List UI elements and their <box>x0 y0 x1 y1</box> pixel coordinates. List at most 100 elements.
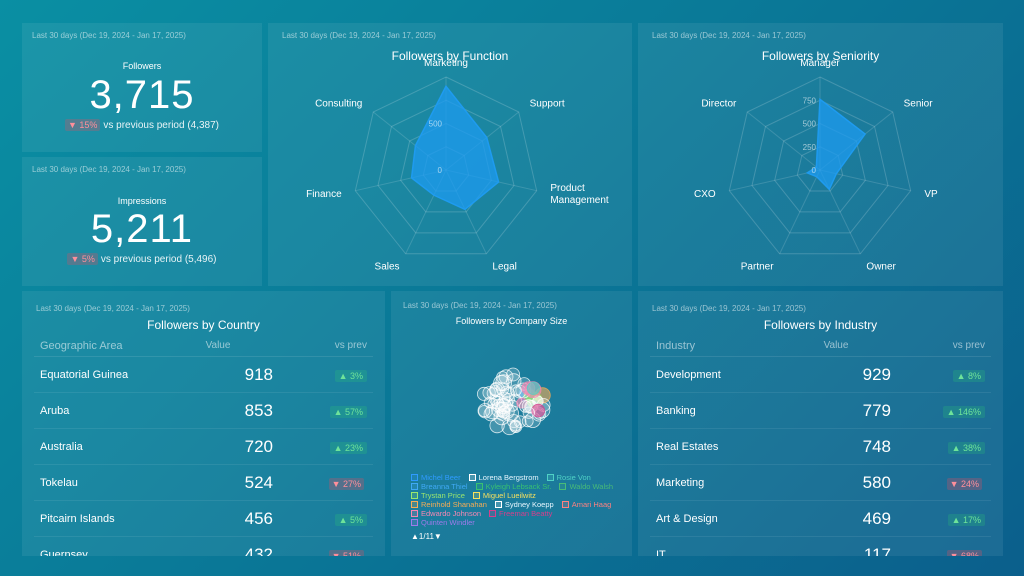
legend-item[interactable]: Freeman Beatty <box>489 509 552 518</box>
radar-category-label: Product Management <box>550 183 609 206</box>
table-row[interactable]: Guernsey 432 ▼ 51% <box>34 537 373 556</box>
legend-swatch <box>489 510 497 517</box>
legend-pager[interactable]: ▲1/11▼ <box>411 532 442 541</box>
bubble[interactable] <box>510 384 522 397</box>
table-row[interactable]: Development 929 ▲ 8% <box>650 357 991 393</box>
table-row[interactable]: Pitcairn Islands 456 ▲ 5% <box>34 501 373 537</box>
radar-grid-ring <box>751 99 889 234</box>
radar-series-area[interactable] <box>805 97 867 191</box>
legend-item[interactable]: Edwardo Johnson <box>411 509 481 518</box>
legend-item[interactable]: Amari Haag <box>561 500 611 509</box>
legend-item[interactable]: Sydney Koepp <box>494 500 554 509</box>
change-badge: ▼ 68% <box>946 549 982 556</box>
bubble[interactable] <box>477 403 493 419</box>
legend-item[interactable]: Michel Beer <box>411 473 461 482</box>
legend-swatch <box>472 492 480 499</box>
table-row[interactable]: Banking 779 ▲ 146% <box>650 393 991 429</box>
radar-series-area[interactable] <box>410 84 500 211</box>
bubble[interactable] <box>526 381 540 395</box>
industry-table: Industry Value vs prev Development 929 ▲ 8… <box>650 335 991 556</box>
bubble[interactable] <box>489 418 505 434</box>
bubble[interactable] <box>513 415 527 428</box>
radar-category-label: Sales <box>375 261 400 272</box>
table-row[interactable]: Real Estates 748 ▲ 38% <box>650 429 991 465</box>
table-row[interactable]: Art & Design 469 ▲ 17% <box>650 501 991 537</box>
legend-label: Quinten Windler <box>421 518 475 527</box>
legend-item[interactable]: Kyleigh Lebsack Sr. <box>475 482 551 491</box>
table-row[interactable]: Marketing 580 ▼ 24% <box>650 465 991 501</box>
row-name: Art & Design <box>656 512 718 525</box>
table-row[interactable]: Equatorial Guinea 918 ▲ 3% <box>34 357 373 393</box>
bubble[interactable] <box>489 394 501 406</box>
change-badge: ▼ 5% <box>67 253 98 265</box>
col-header-value[interactable]: Value <box>205 340 231 351</box>
table-header: Industry Value vs prev <box>650 335 991 357</box>
col-header-name[interactable]: Geographic Area <box>40 339 123 352</box>
legend-item[interactable]: Miguel Lueilwitz <box>472 491 536 500</box>
kpi-label: Impressions <box>117 196 167 206</box>
row-change: ▼ 68% <box>911 546 991 556</box>
radar-tick-label: 0 <box>812 166 817 175</box>
radar-spoke <box>779 169 821 255</box>
table-body: Development 929 ▲ 8% Banking 779 ▲ 146% Real E… <box>650 357 991 556</box>
bubble[interactable] <box>490 395 504 410</box>
table-row[interactable]: Tokelau 524 ▼ 27% <box>34 465 373 501</box>
legend-swatch <box>494 501 502 508</box>
chart-title: Followers by Function <box>391 49 509 63</box>
legend-label: Sydney Koepp <box>504 500 554 509</box>
col-header-value[interactable]: Value <box>823 340 849 351</box>
compare-text: vs previous period (4,387) <box>103 120 220 131</box>
table-title: Followers by Country <box>147 318 260 332</box>
table-header: Geographic Area Value vs prev <box>34 335 373 357</box>
change-badge: ▲ 17% <box>947 513 985 526</box>
legend-label: Trystan Price <box>421 491 465 500</box>
legend-item[interactable]: Reinhold Shanahan <box>411 500 487 509</box>
radar-category-label: Owner <box>866 261 896 272</box>
bubble[interactable] <box>506 367 520 382</box>
legend-item[interactable]: Breanna Thiel <box>411 482 468 491</box>
legend-swatch <box>475 483 483 490</box>
bubble[interactable] <box>477 386 492 401</box>
table-row[interactable]: Australia 720 ▲ 23% <box>34 429 373 465</box>
change-badge: ▼ 27% <box>328 477 364 490</box>
row-change: ▲ 146% <box>911 402 991 420</box>
row-change: ▲ 8% <box>911 366 991 384</box>
bubble[interactable] <box>495 374 512 391</box>
col-header-name[interactable]: Industry <box>656 339 696 352</box>
col-header-change[interactable]: vs prev <box>952 340 985 351</box>
function-radar-panel: Last 30 days (Dec 19, 2024 - Jan 17, 202… <box>268 23 632 286</box>
legend-item[interactable]: Trystan Price <box>411 491 465 500</box>
legend-swatch <box>559 483 567 490</box>
radar-grid-ring <box>377 99 515 234</box>
legend-swatch <box>468 474 476 481</box>
radar-category-label: Marketing <box>424 58 468 69</box>
radar-grid-ring <box>354 76 538 255</box>
compare-text: vs previous period (5,496) <box>100 254 217 265</box>
row-value: 918 <box>244 364 273 384</box>
row-value: 929 <box>862 364 891 384</box>
legend-swatch <box>411 483 418 490</box>
legend-item[interactable]: Waldo Walsh <box>559 482 613 491</box>
impressions-kpi-panel: Last 30 days (Dec 19, 2024 - Jan 17, 202… <box>22 157 262 286</box>
bubble[interactable] <box>496 395 514 413</box>
col-header-change[interactable]: vs prev <box>334 340 367 351</box>
change-badge: ▲ 57% <box>329 405 367 418</box>
legend-label: Lorena Bergstrom <box>478 473 539 482</box>
legend-item[interactable]: Quinten Windler <box>411 518 475 527</box>
bubble[interactable] <box>509 420 523 433</box>
row-change: ▼ 24% <box>911 474 991 492</box>
bubble[interactable] <box>493 409 510 426</box>
legend-label: Miguel Lueilwitz <box>482 491 536 500</box>
table-row[interactable]: Aruba 853 ▲ 57% <box>34 393 373 429</box>
table-row[interactable]: IT 117 ▼ 68% <box>650 537 991 556</box>
row-name: Australia <box>40 440 83 453</box>
legend-swatch <box>411 492 418 499</box>
table-body: Equatorial Guinea 918 ▲ 3% Aruba 853 ▲ 57% Aus… <box>34 357 373 556</box>
bubble[interactable] <box>531 403 546 418</box>
legend-item[interactable]: Rosie Von <box>546 473 591 482</box>
company-size-panel: Last 30 days (Dec 19, 2024 - Jan 17, 202… <box>391 291 632 556</box>
bubble[interactable] <box>522 406 535 419</box>
chart-title: Followers by Company Size <box>455 316 568 326</box>
row-value: 432 <box>244 544 273 557</box>
legend-item[interactable]: Lorena Bergstrom <box>468 473 539 482</box>
